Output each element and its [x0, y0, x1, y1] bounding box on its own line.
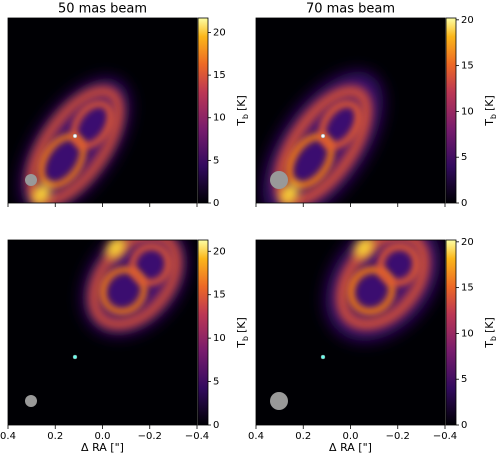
colorbar-label-subscript: b	[489, 114, 498, 119]
panel-title: 50 mas beam	[58, 2, 147, 17]
colorbar-tick-label: 0	[213, 198, 219, 209]
x-tick-label: 0.2	[47, 431, 63, 442]
colorbar	[197, 17, 209, 204]
colorbar-tick-label: 5	[461, 374, 467, 385]
colorbar-tick-label: 0	[213, 420, 219, 431]
emission	[263, 71, 383, 203]
colorbar-tick-label: 15	[461, 283, 474, 294]
beam	[270, 171, 288, 189]
colorbar-label: Tb [K]	[483, 95, 498, 127]
colorbar-label-subscript: b	[241, 336, 250, 341]
star-marker	[72, 133, 78, 139]
colorbar-label-symbol: T	[483, 119, 496, 127]
ring	[89, 240, 181, 329]
colorbar-tick-label: 20	[461, 237, 474, 248]
colorbar-tick-label: 10	[213, 113, 226, 124]
star-marker	[320, 354, 326, 360]
colorbar-label: Tb [K]	[483, 317, 498, 349]
colorbar-label-subscript: b	[489, 336, 498, 341]
colorbar-tick-label: 20	[213, 246, 226, 257]
emission	[20, 78, 130, 203]
colorbar-tick-label: 20	[213, 27, 226, 38]
ring-inner	[70, 100, 114, 149]
colorbar	[197, 239, 209, 426]
colorbar-tick-label: 5	[461, 152, 467, 163]
colorbar-label-unit: [K]	[235, 95, 248, 111]
beam	[25, 395, 37, 407]
colorbar-tick-label: 15	[461, 61, 474, 72]
halo	[20, 78, 130, 203]
colorbar	[445, 17, 457, 204]
panel: 70 mas beam 0 5 10 15 20 Tb [K]	[255, 2, 498, 209]
x-axis-label: Δ RA ["]	[329, 441, 372, 453]
image	[8, 240, 197, 425]
x-tick-label: −0.4	[185, 431, 209, 442]
panel: 50 mas beam 0 5 10 15 20 Tb [K]	[7, 2, 250, 209]
image	[256, 240, 445, 425]
emission	[325, 240, 441, 341]
colorbar-tick-label: 10	[461, 328, 474, 339]
colorbar-tick-label: 20	[461, 15, 474, 26]
beam	[270, 392, 288, 410]
colorbar-label-symbol: T	[235, 341, 248, 349]
colorbar-label: Tb [K]	[235, 95, 250, 127]
peak	[31, 183, 51, 203]
x-tick-label: 0.0	[95, 431, 111, 442]
image	[8, 18, 197, 203]
colorbar-label-unit: [K]	[483, 317, 496, 333]
colorbar-label-symbol: T	[483, 341, 496, 349]
colorbar-tick-label: 0	[461, 420, 467, 431]
panel-title: 70 mas beam	[306, 2, 395, 17]
colorbar-tick-label: 0	[461, 198, 467, 209]
colorbar-label-symbol: T	[235, 119, 248, 127]
colorbar-label-unit: [K]	[235, 317, 248, 333]
x-tick-label: 0.2	[295, 431, 311, 442]
colorbar-label: Tb [K]	[235, 317, 250, 349]
x-axis-label: Δ RA ["]	[81, 441, 124, 453]
emission	[82, 240, 188, 336]
colorbar-tick-label: 10	[213, 333, 226, 344]
colorbar-label-unit: [K]	[483, 95, 496, 111]
colorbar-tick-label: 5	[213, 155, 219, 166]
star-marker	[72, 354, 78, 360]
x-tick-label: −0.2	[138, 431, 162, 442]
ring-inner	[318, 100, 362, 150]
beam	[25, 174, 37, 186]
x-tick-label: 0.4	[248, 431, 264, 442]
colorbar-tick-label: 15	[213, 70, 226, 81]
image	[256, 18, 445, 203]
colorbar-tick-label: 5	[213, 377, 219, 388]
colorbar-tick-label: 15	[213, 290, 226, 301]
ring	[336, 240, 430, 330]
x-tick-label: 0.0	[343, 431, 359, 442]
colorbar	[445, 239, 457, 426]
peak	[354, 240, 374, 259]
peak	[106, 240, 126, 259]
colorbar-label-subscript: b	[241, 114, 250, 119]
star-marker	[320, 133, 326, 139]
x-tick-label: −0.4	[433, 431, 457, 442]
x-tick-label: −0.2	[386, 431, 410, 442]
panel: 0.4 0.2 0.0 −0.2 −0.4 Δ RA ["] 0 5 10 15 20 Tb [K]	[248, 237, 498, 453]
ring-inner	[377, 243, 420, 287]
x-tick-label: 0.4	[0, 431, 16, 442]
panel: 0.4 0.2 0.0 −0.2 −0.4 Δ RA ["] 0 5 10 15 20 Tb [K]	[0, 239, 250, 453]
peak	[279, 183, 299, 203]
ring-inner	[129, 243, 172, 286]
colorbar-tick-label: 10	[461, 106, 474, 117]
